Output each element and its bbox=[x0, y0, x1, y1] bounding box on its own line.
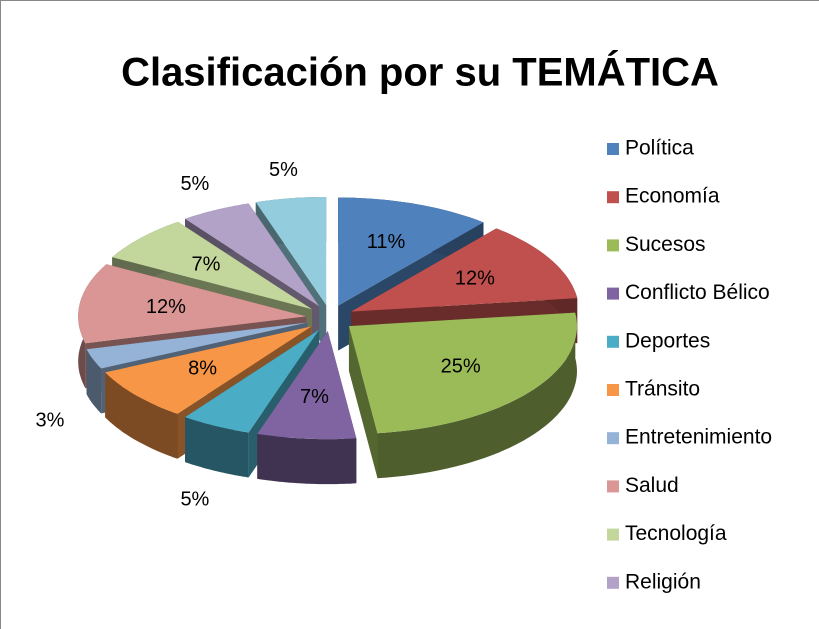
legend-label: Religión bbox=[625, 570, 701, 593]
slice-top bbox=[105, 326, 312, 414]
slice-wall bbox=[185, 417, 249, 478]
slice-wall bbox=[257, 433, 357, 485]
data-label: 3% bbox=[36, 410, 65, 432]
slice-top bbox=[257, 331, 357, 440]
slice-wall bbox=[105, 372, 178, 459]
legend-label: Economía bbox=[625, 185, 720, 208]
data-label: 5% bbox=[180, 173, 209, 195]
slice-top bbox=[78, 264, 307, 344]
data-label: 5% bbox=[269, 159, 298, 181]
legend-swatch bbox=[607, 576, 619, 589]
legend-swatch bbox=[607, 480, 619, 493]
slice-top bbox=[338, 197, 484, 306]
slice bbox=[348, 312, 577, 479]
legend-label: Salud bbox=[625, 474, 679, 497]
slice-top bbox=[351, 228, 578, 312]
data-label: 7% bbox=[192, 253, 221, 275]
legend-swatch bbox=[607, 384, 619, 396]
data-label: 7% bbox=[300, 386, 329, 408]
legend-label: Conflicto Bélico bbox=[625, 281, 770, 304]
data-label: 12% bbox=[455, 268, 495, 290]
legend-swatch bbox=[607, 191, 619, 204]
data-label: 11% bbox=[367, 231, 406, 253]
legend-swatch bbox=[607, 432, 619, 445]
legend-label: Deportes bbox=[625, 329, 710, 352]
slice-top bbox=[185, 203, 320, 307]
legend-swatch bbox=[607, 143, 619, 155]
legend-swatch bbox=[607, 287, 619, 300]
slice-top bbox=[86, 322, 308, 369]
data-label: 8% bbox=[188, 357, 217, 379]
data-label: 25% bbox=[441, 355, 481, 377]
legend-label: Sucesos bbox=[625, 233, 706, 256]
slice-wall bbox=[377, 312, 577, 479]
legend-label: Tránsito bbox=[625, 378, 700, 401]
slice-wall bbox=[86, 349, 102, 414]
chart-title: Clasificación por su TEMÁTICA bbox=[121, 50, 719, 95]
slice bbox=[257, 331, 357, 485]
slice-top bbox=[185, 329, 320, 433]
legend-swatch bbox=[607, 528, 619, 541]
slice-top bbox=[255, 197, 327, 305]
slice-top bbox=[348, 312, 577, 434]
data-label: 5% bbox=[180, 489, 209, 511]
legend-label: Tecnología bbox=[625, 522, 727, 545]
legend-swatch bbox=[607, 335, 619, 348]
legend-swatch bbox=[607, 239, 619, 252]
slice-top bbox=[112, 221, 312, 310]
slice-side bbox=[348, 326, 378, 479]
data-label: 12% bbox=[146, 296, 186, 318]
legend-label: Política bbox=[625, 137, 694, 160]
legend-label: Entretenimiento bbox=[625, 426, 772, 449]
